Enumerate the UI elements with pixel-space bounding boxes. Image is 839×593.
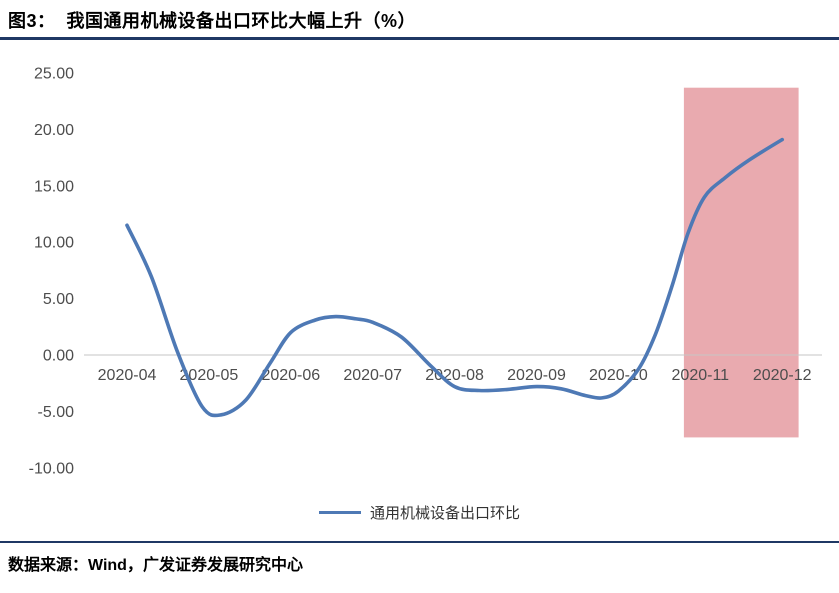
y-axis-tick-label: 0.00 [43,348,74,365]
x-axis-tick-label: 2020-05 [180,367,239,384]
x-axis-tick-label: 2020-06 [261,367,320,384]
data-source-note: 数据来源：Wind，广发证券发展研究中心 [8,557,303,574]
x-axis-tick-label: 2020-04 [98,367,157,384]
legend-line-marker [318,511,361,514]
figure-title: 图3： 我国通用机械设备出口环比大幅上升（%） [8,11,417,31]
legend: 通用机械设备出口环比 [0,502,839,523]
legend-label: 通用机械设备出口环比 [369,505,520,522]
x-axis-tick-label: 2020-07 [343,367,402,384]
title-divider [0,37,839,40]
y-axis-tick-label: -10.00 [29,460,74,477]
y-axis-tick-label: 10.00 [34,235,74,252]
x-axis-tick-label: 2020-10 [589,367,648,384]
y-axis-tick-label: 15.00 [34,178,74,195]
y-axis-tick-label: 25.00 [34,66,74,83]
series-line [125,137,784,418]
export-mom-line-chart: 25.00 20.00 15.00 10.00 5.00 0.00 -5.00 -10.00 2… [29,66,822,477]
y-axis-tick-label: 20.00 [34,122,74,139]
footer-divider [0,541,839,543]
highlight-region [683,87,799,438]
y-axis-tick-label: 5.00 [43,291,74,308]
y-axis-tick-label: -5.00 [38,404,75,421]
x-axis-tick-label: 2020-11 [672,367,730,384]
x-axis-tick-label: 2020-12 [753,367,812,384]
x-axis-tick-label: 2020-09 [507,367,566,384]
x-axis-tick-label: 2020-08 [425,367,484,384]
